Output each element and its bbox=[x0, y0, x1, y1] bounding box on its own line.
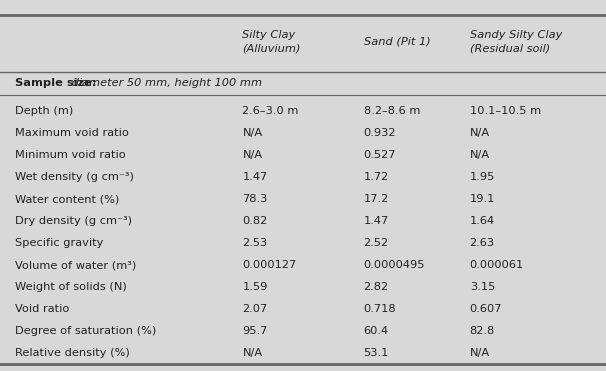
Text: 53.1: 53.1 bbox=[364, 348, 389, 358]
Text: Specific gravity: Specific gravity bbox=[15, 238, 104, 248]
Text: 82.8: 82.8 bbox=[470, 326, 495, 336]
Text: 1.59: 1.59 bbox=[242, 282, 268, 292]
Text: Sand (Pit 1): Sand (Pit 1) bbox=[364, 37, 430, 47]
Text: Weight of solids (N): Weight of solids (N) bbox=[15, 282, 127, 292]
Text: Sample size:: Sample size: bbox=[15, 79, 96, 88]
Text: 60.4: 60.4 bbox=[364, 326, 388, 336]
Text: Sandy Silty Clay
(Residual soil): Sandy Silty Clay (Residual soil) bbox=[470, 30, 562, 53]
Text: 0.932: 0.932 bbox=[364, 128, 396, 138]
Text: 95.7: 95.7 bbox=[242, 326, 268, 336]
Text: 1.64: 1.64 bbox=[470, 216, 494, 226]
Text: 78.3: 78.3 bbox=[242, 194, 268, 204]
Text: Wet density (g cm⁻³): Wet density (g cm⁻³) bbox=[15, 172, 134, 182]
Text: Dry density (g cm⁻³): Dry density (g cm⁻³) bbox=[15, 216, 132, 226]
Text: 0.527: 0.527 bbox=[364, 150, 396, 160]
Text: Relative density (%): Relative density (%) bbox=[15, 348, 130, 358]
Text: 1.72: 1.72 bbox=[364, 172, 389, 182]
Text: 0.607: 0.607 bbox=[470, 304, 502, 314]
Text: N/A: N/A bbox=[470, 128, 490, 138]
Text: 2.82: 2.82 bbox=[364, 282, 388, 292]
Text: Silty Clay
(Alluvium): Silty Clay (Alluvium) bbox=[242, 30, 301, 53]
Text: 0.000061: 0.000061 bbox=[470, 260, 524, 270]
Text: Volume of water (m³): Volume of water (m³) bbox=[15, 260, 136, 270]
Text: Degree of saturation (%): Degree of saturation (%) bbox=[15, 326, 156, 336]
Text: N/A: N/A bbox=[470, 150, 490, 160]
Text: 1.47: 1.47 bbox=[242, 172, 268, 182]
Text: 2.52: 2.52 bbox=[364, 238, 388, 248]
Text: 0.0000495: 0.0000495 bbox=[364, 260, 425, 270]
Text: N/A: N/A bbox=[242, 128, 262, 138]
Text: Water content (%): Water content (%) bbox=[15, 194, 119, 204]
Text: 1.95: 1.95 bbox=[470, 172, 495, 182]
Text: 2.63: 2.63 bbox=[470, 238, 494, 248]
Text: 0.82: 0.82 bbox=[242, 216, 268, 226]
Text: 0.000127: 0.000127 bbox=[242, 260, 297, 270]
Text: 17.2: 17.2 bbox=[364, 194, 389, 204]
Text: Void ratio: Void ratio bbox=[15, 304, 70, 314]
Text: Maximum void ratio: Maximum void ratio bbox=[15, 128, 129, 138]
Text: 19.1: 19.1 bbox=[470, 194, 495, 204]
Text: diameter 50 mm, height 100 mm: diameter 50 mm, height 100 mm bbox=[68, 79, 262, 88]
Text: 10.1–10.5 m: 10.1–10.5 m bbox=[470, 106, 541, 116]
Text: N/A: N/A bbox=[242, 348, 262, 358]
Text: 0.718: 0.718 bbox=[364, 304, 396, 314]
Text: 2.53: 2.53 bbox=[242, 238, 268, 248]
Text: 2.07: 2.07 bbox=[242, 304, 268, 314]
Text: 8.2–8.6 m: 8.2–8.6 m bbox=[364, 106, 420, 116]
Text: 1.47: 1.47 bbox=[364, 216, 389, 226]
Text: Minimum void ratio: Minimum void ratio bbox=[15, 150, 126, 160]
Text: N/A: N/A bbox=[242, 150, 262, 160]
Text: 3.15: 3.15 bbox=[470, 282, 495, 292]
Text: N/A: N/A bbox=[470, 348, 490, 358]
Text: Depth (m): Depth (m) bbox=[15, 106, 73, 116]
Text: 2.6–3.0 m: 2.6–3.0 m bbox=[242, 106, 299, 116]
